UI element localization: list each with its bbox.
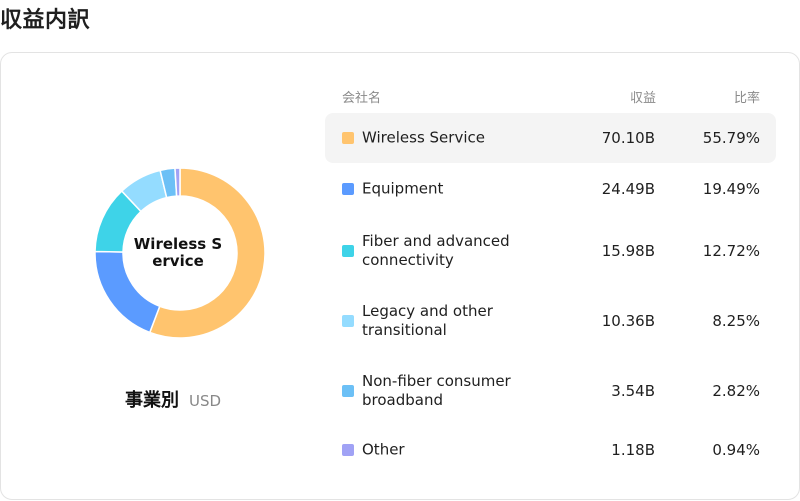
segment-revenue: 70.10B bbox=[601, 129, 655, 147]
segment-name: Non-fiber consumer broadband bbox=[362, 371, 511, 409]
segment-ratio: 8.25% bbox=[712, 311, 760, 330]
legend-swatch bbox=[342, 183, 354, 195]
donut-slice[interactable] bbox=[174, 167, 181, 197]
caption-title: 事業別 bbox=[125, 390, 179, 411]
segment-ratio: 19.49% bbox=[702, 180, 760, 198]
segment-ratio: 12.72% bbox=[702, 241, 760, 260]
currency-unit: USD bbox=[189, 392, 222, 410]
table-row[interactable]: Legacy and other transitional 10.36B 8.25% bbox=[325, 293, 776, 348]
segment-revenue: 1.18B bbox=[611, 441, 655, 459]
legend-swatch bbox=[342, 132, 354, 144]
chart-caption: 事業別 USD bbox=[125, 386, 221, 412]
table-row[interactable]: Non-fiber consumer broadband 3.54B 2.82% bbox=[325, 363, 776, 418]
segment-ratio: 55.79% bbox=[702, 129, 760, 147]
table-row[interactable]: Fiber and advanced connectivity 15.98B 12.… bbox=[325, 223, 776, 278]
table-row[interactable]: Wireless Service 70.10B 55.79% bbox=[325, 113, 776, 163]
segment-name: Wireless Service bbox=[362, 128, 485, 147]
legend-swatch bbox=[342, 444, 354, 456]
legend-swatch bbox=[342, 314, 354, 327]
header-revenue: 収益 bbox=[629, 91, 656, 106]
segment-revenue: 24.49B bbox=[601, 180, 655, 198]
table-row[interactable]: Other 1.18B 0.94% bbox=[325, 425, 776, 475]
legend-swatch bbox=[342, 244, 354, 257]
header-ratio: 比率 bbox=[733, 91, 760, 106]
revenue-breakdown-card: Wireless Service 事業別 USD 会社名 収益 比率 Wirel… bbox=[0, 52, 800, 500]
segment-name: Equipment bbox=[362, 179, 444, 198]
donut-center-label: Wireless Service bbox=[133, 235, 223, 270]
segment-ratio: 2.82% bbox=[712, 381, 760, 400]
segment-name: Legacy and other transitional bbox=[362, 301, 493, 339]
header-company-name: 会社名 bbox=[342, 91, 382, 106]
page-title: 収益内訳 bbox=[0, 8, 91, 33]
donut-chart bbox=[95, 165, 265, 343]
table-row[interactable]: Equipment 24.49B 19.49% bbox=[325, 164, 776, 214]
segment-revenue: 10.36B bbox=[601, 311, 655, 330]
segment-revenue: 15.98B bbox=[601, 241, 655, 260]
segment-name: Other bbox=[362, 440, 405, 459]
segment-name: Fiber and advanced connectivity bbox=[362, 231, 510, 269]
segment-ratio: 0.94% bbox=[712, 441, 760, 459]
segment-revenue: 3.54B bbox=[611, 381, 655, 400]
legend-swatch bbox=[342, 384, 354, 397]
donut-slice[interactable] bbox=[148, 167, 265, 339]
